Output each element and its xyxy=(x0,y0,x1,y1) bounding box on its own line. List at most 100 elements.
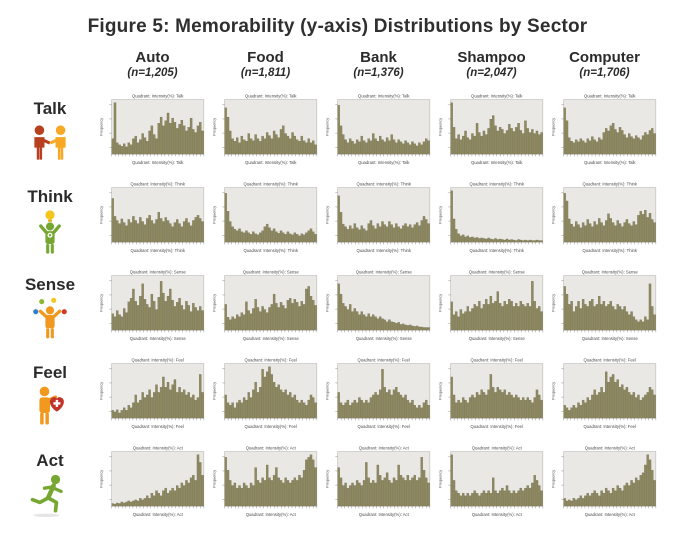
histogram-shampoo-think: Quadrant: Intensity(%): Think Frequency Qu… xyxy=(435,180,548,268)
y-axis-label: Frequency xyxy=(213,294,217,312)
histogram-food-talk: Quadrant: Intensity(%): Talk Frequency Qua… xyxy=(209,92,322,180)
histogram-plot: Quadrant: Intensity(%): Think Frequency Qu… xyxy=(213,181,318,253)
row-label-act: Act xyxy=(4,444,96,532)
histogram-bank-talk: Quadrant: Intensity(%): Talk Frequency Qua… xyxy=(322,92,435,180)
sample-size: (n=2,047) xyxy=(466,67,517,80)
histogram-plot: Quadrant: Intensity(%): Act Frequency Quad… xyxy=(439,445,544,517)
histogram-shampoo-act: Quadrant: Intensity(%): Act Frequency Quad… xyxy=(435,444,548,532)
y-axis-label: Frequency xyxy=(552,206,556,224)
column-header-food: Food (n=1,811) xyxy=(209,44,322,92)
histogram-title: Quadrant: Intensity(%): Think xyxy=(470,181,525,186)
x-axis-label: Quadrant: Intensity(%): Sense xyxy=(243,336,300,341)
histogram-plot: Quadrant: Intensity(%): Talk Frequency Qua… xyxy=(439,93,544,165)
histogram-shampoo-feel: Quadrant: Intensity(%): Feel Frequency Qua… xyxy=(435,356,548,444)
column-header-computer: Computer (n=1,706) xyxy=(548,44,661,92)
histogram-shampoo-talk: Quadrant: Intensity(%): Talk Frequency Qua… xyxy=(435,92,548,180)
column-header-auto: Auto (n=1,205) xyxy=(96,44,209,92)
histogram-title: Quadrant: Intensity(%): Talk xyxy=(471,93,523,98)
x-axis-label: Quadrant: Intensity(%): Talk xyxy=(132,160,184,165)
plot-panel xyxy=(450,187,544,243)
histogram-title: Quadrant: Intensity(%): Act xyxy=(585,445,636,450)
column-header-shampoo: Shampoo (n=2,047) xyxy=(435,44,548,92)
y-axis-label: Frequency xyxy=(213,118,217,136)
histogram-food-act: Quadrant: Intensity(%): Act Frequency Quad… xyxy=(209,444,322,532)
y-axis-label: Frequency xyxy=(213,206,217,224)
y-axis-label: Frequency xyxy=(439,118,443,136)
histogram-auto-talk: Quadrant: Intensity(%): Talk Frequency Qua… xyxy=(96,92,209,180)
y-axis-label: Frequency xyxy=(439,206,443,224)
row-label-sense: Sense xyxy=(4,268,96,356)
histogram-auto-feel: Quadrant: Intensity(%): Feel Frequency Qua… xyxy=(96,356,209,444)
histogram-title: Quadrant: Intensity(%): Talk xyxy=(584,93,636,98)
x-axis-label: Quadrant: Intensity(%): Act xyxy=(246,512,297,517)
x-axis-label: Quadrant: Intensity(%): Sense xyxy=(582,336,639,341)
feel-heart-icon xyxy=(27,385,73,431)
x-axis-label: Quadrant: Intensity(%): Feel xyxy=(358,424,410,429)
histogram-plot: Quadrant: Intensity(%): Act Frequency Quad… xyxy=(213,445,318,517)
histogram-plot: Quadrant: Intensity(%): Think Frequency Qu… xyxy=(439,181,544,253)
histogram-grid: Auto (n=1,205) Food (n=1,811) Bank (n=1,376) S… xyxy=(4,44,675,532)
row-label-talk: Talk xyxy=(4,92,96,180)
x-axis-label: Quadrant: Intensity(%): Talk xyxy=(245,160,297,165)
y-axis-label: Frequency xyxy=(552,118,556,136)
histogram-plot: Quadrant: Intensity(%): Act Frequency Quad… xyxy=(552,445,657,517)
histogram-bank-feel: Quadrant: Intensity(%): Feel Frequency Qua… xyxy=(322,356,435,444)
histogram-plot: Quadrant: Intensity(%): Sense Frequency Qu… xyxy=(439,269,544,341)
histogram-plot: Quadrant: Intensity(%): Feel Frequency Qua… xyxy=(552,357,657,429)
histogram-title: Quadrant: Intensity(%): Feel xyxy=(471,357,523,362)
act-running-icon xyxy=(27,473,73,519)
x-axis-label: Quadrant: Intensity(%): Talk xyxy=(584,160,636,165)
histogram-auto-act: Quadrant: Intensity(%): Act Frequency Quad… xyxy=(96,444,209,532)
histogram-title: Quadrant: Intensity(%): Sense xyxy=(469,269,526,274)
histogram-title: Quadrant: Intensity(%): Feel xyxy=(584,357,636,362)
histogram-title: Quadrant: Intensity(%): Talk xyxy=(132,93,184,98)
think-lightbulb-icon xyxy=(27,209,73,255)
histogram-bank-think: Quadrant: Intensity(%): Think Frequency Qu… xyxy=(322,180,435,268)
sector-name: Auto xyxy=(135,49,170,66)
figure-title: Figure 5: Memorability (y-axis) Distribu… xyxy=(87,16,588,37)
histogram-plot: Quadrant: Intensity(%): Talk Frequency Qua… xyxy=(100,93,205,165)
quadrant-name: Sense xyxy=(24,275,76,294)
y-axis-label: Frequency xyxy=(439,294,443,312)
x-axis-label: Quadrant: Intensity(%): Talk xyxy=(471,160,523,165)
y-axis-label: Frequency xyxy=(213,470,217,488)
histogram-plot: Quadrant: Intensity(%): Feel Frequency Qua… xyxy=(100,357,205,429)
y-axis-label: Frequency xyxy=(552,382,556,400)
y-axis-label: Frequency xyxy=(213,382,217,400)
histogram-plot: Quadrant: Intensity(%): Sense Frequency Qu… xyxy=(552,269,657,341)
histogram-title: Quadrant: Intensity(%): Think xyxy=(131,181,186,186)
x-axis-label: Quadrant: Intensity(%): Sense xyxy=(356,336,413,341)
histogram-title: Quadrant: Intensity(%): Think xyxy=(244,181,299,186)
talk-handshake-icon xyxy=(27,121,73,167)
histogram-plot: Quadrant: Intensity(%): Talk Frequency Qua… xyxy=(326,93,431,165)
x-axis-label: Quadrant: Intensity(%): Act xyxy=(133,512,184,517)
histogram-computer-talk: Quadrant: Intensity(%): Talk Frequency Qua… xyxy=(548,92,661,180)
histogram-plot: Quadrant: Intensity(%): Talk Frequency Qua… xyxy=(213,93,318,165)
y-axis-label: Frequency xyxy=(439,382,443,400)
histogram-title: Quadrant: Intensity(%): Sense xyxy=(243,269,300,274)
histogram-plot: Quadrant: Intensity(%): Act Frequency Quad… xyxy=(326,445,431,517)
y-axis-label: Frequency xyxy=(100,382,104,400)
x-axis-label: Quadrant: Intensity(%): Act xyxy=(472,512,523,517)
x-axis-label: Quadrant: Intensity(%): Sense xyxy=(130,336,187,341)
histogram-title: Quadrant: Intensity(%): Act xyxy=(472,445,523,450)
histogram-plot: Quadrant: Intensity(%): Act Frequency Quad… xyxy=(100,445,205,517)
histogram-computer-act: Quadrant: Intensity(%): Act Frequency Quad… xyxy=(548,444,661,532)
quadrant-name: Act xyxy=(36,451,64,470)
histogram-title: Quadrant: Intensity(%): Feel xyxy=(358,357,410,362)
histogram-auto-think: Quadrant: Intensity(%): Think Frequency Qu… xyxy=(96,180,209,268)
quadrant-name: Talk xyxy=(33,99,67,118)
x-axis-label: Quadrant: Intensity(%): Think xyxy=(131,248,186,253)
grid-corner-spacer xyxy=(4,44,96,92)
sector-name: Bank xyxy=(360,49,397,66)
x-axis-label: Quadrant: Intensity(%): Feel xyxy=(132,424,184,429)
x-axis-label: Quadrant: Intensity(%): Think xyxy=(470,248,525,253)
x-axis-label: Quadrant: Intensity(%): Talk xyxy=(358,160,410,165)
histogram-plot: Quadrant: Intensity(%): Think Frequency Qu… xyxy=(326,181,431,253)
histogram-title: Quadrant: Intensity(%): Feel xyxy=(245,357,297,362)
histogram-title: Quadrant: Intensity(%): Sense xyxy=(356,269,413,274)
x-axis-label: Quadrant: Intensity(%): Think xyxy=(583,248,638,253)
histogram-title: Quadrant: Intensity(%): Think xyxy=(583,181,638,186)
y-axis-label: Frequency xyxy=(100,294,104,312)
